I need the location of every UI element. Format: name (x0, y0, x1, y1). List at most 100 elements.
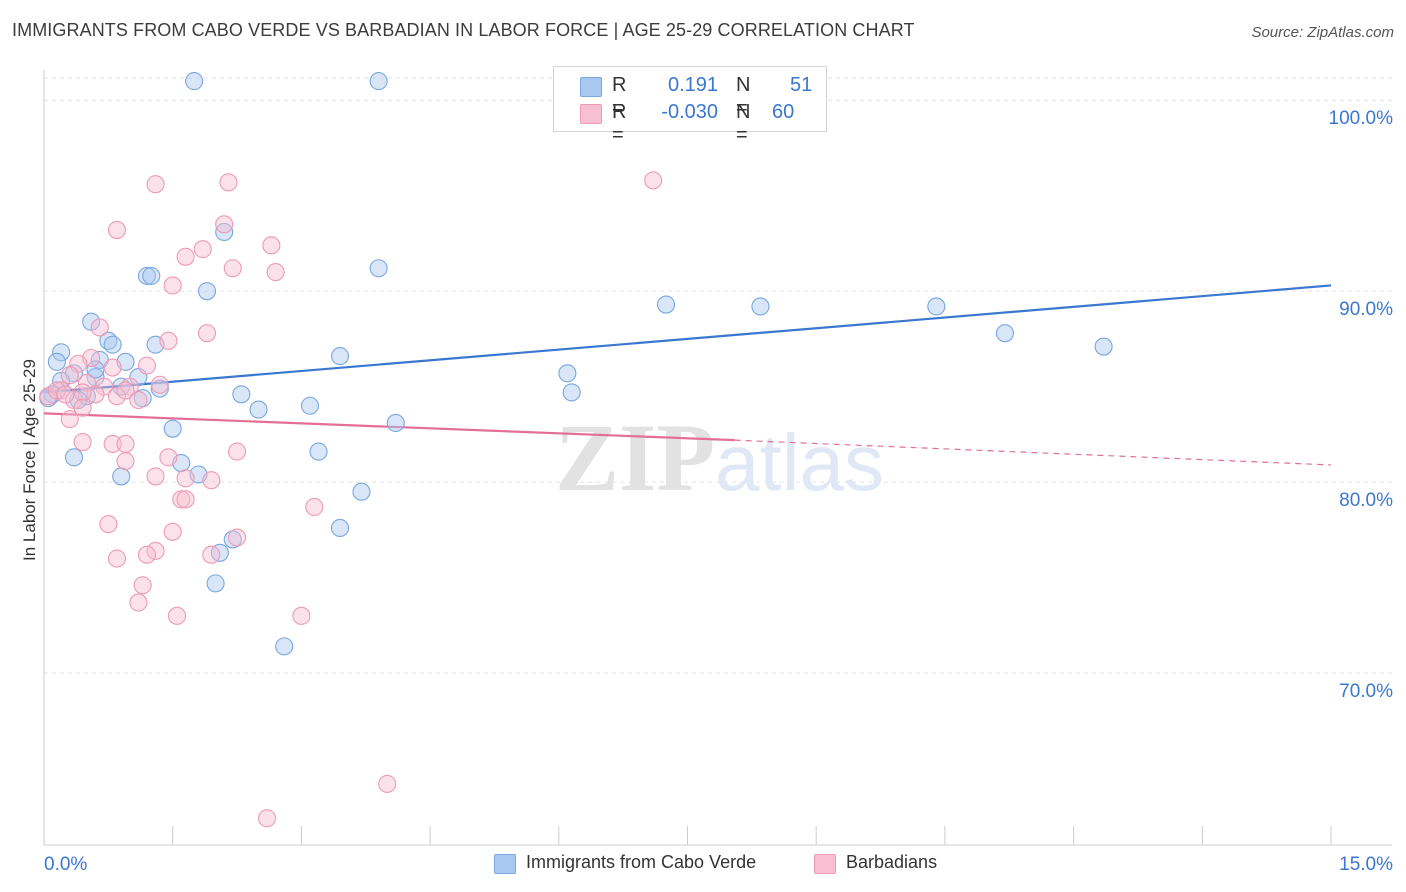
y-tick-label: 100.0% (1329, 108, 1394, 129)
point-cabo-verde (558, 364, 577, 383)
point-cabo-verde (309, 442, 328, 461)
source-label: Source: ZipAtlas.com (1251, 24, 1394, 41)
point-barbadians (202, 545, 221, 564)
point-cabo-verde (656, 295, 676, 314)
point-barbadians (219, 173, 238, 192)
point-cabo-verde (562, 383, 581, 402)
stats-legend: R = 0.191 N = 51 R = -0.030 N = 60 (553, 66, 827, 146)
point-cabo-verde (163, 419, 182, 438)
point-cabo-verde (352, 482, 371, 501)
watermark-zip: ZIP (555, 404, 715, 511)
legend-n-value-cabo-verde: 51 (790, 74, 813, 96)
point-cabo-verde (206, 574, 225, 593)
point-barbadians (73, 383, 92, 402)
legend-swatch-barbadians (580, 104, 602, 124)
point-cabo-verde (215, 222, 234, 242)
legend-r-label: R = (612, 74, 627, 119)
trend-lines (43, 284, 1332, 466)
point-cabo-verde (369, 72, 388, 91)
point-barbadians (159, 448, 178, 467)
data-points (39, 72, 1113, 828)
point-barbadians (167, 606, 187, 625)
point-barbadians (378, 774, 397, 793)
point-cabo-verde (369, 259, 388, 278)
legend-r-value-barbadians: -0.030 (661, 101, 718, 123)
point-barbadians (137, 356, 157, 375)
point-barbadians (305, 497, 324, 517)
point-cabo-verde (275, 637, 294, 656)
tick-labels: 70.0% 80.0% 90.0% 100.0% 0.0% 15.0% (44, 108, 1393, 875)
trend-line-cabo-verde (43, 284, 1332, 394)
y-tick-label: 70.0% (1339, 681, 1393, 702)
point-barbadians (150, 375, 169, 394)
point-barbadians (116, 452, 135, 471)
point-cabo-verde (232, 385, 251, 404)
point-barbadians (172, 490, 191, 509)
point-cabo-verde (112, 467, 131, 486)
legend-n-value-barbadians: 60 (772, 101, 795, 123)
point-barbadians (56, 385, 75, 404)
point-barbadians (176, 469, 195, 488)
point-barbadians (146, 541, 165, 560)
point-barbadians (107, 549, 126, 568)
point-cabo-verde (927, 297, 946, 316)
y-tick-label: 90.0% (1339, 299, 1393, 320)
point-barbadians (228, 442, 247, 461)
bottom-legend-swatch-barbadians (814, 854, 836, 874)
trend-line-barbadians (43, 412, 735, 442)
point-cabo-verde (751, 297, 770, 316)
point-cabo-verde (300, 396, 320, 415)
point-barbadians (60, 366, 79, 385)
point-cabo-verde (330, 347, 350, 366)
point-barbadians (137, 545, 157, 564)
legend-r-value-cabo-verde: 0.191 (668, 74, 719, 96)
point-barbadians (103, 358, 122, 377)
point-barbadians (197, 324, 217, 343)
point-barbadians (133, 576, 152, 595)
point-cabo-verde (249, 400, 268, 419)
point-barbadians (163, 276, 182, 295)
point-barbadians (146, 467, 165, 486)
point-barbadians (103, 434, 122, 454)
point-cabo-verde (1094, 337, 1113, 356)
point-barbadians (223, 259, 242, 278)
legend-n-label: N = (736, 74, 751, 119)
point-cabo-verde (150, 379, 169, 398)
point-barbadians (292, 606, 311, 625)
trend-line-barbadians-extension (734, 439, 1332, 466)
point-barbadians (73, 432, 92, 452)
point-barbadians (266, 263, 285, 282)
point-barbadians (99, 515, 118, 534)
point-cabo-verde (330, 518, 350, 538)
point-barbadians (202, 471, 221, 490)
point-cabo-verde (185, 72, 204, 91)
legend-r-label: R = (612, 101, 627, 146)
bottom-legend-swatch-cabo-verde (494, 854, 516, 874)
point-barbadians (129, 390, 148, 410)
point-barbadians (116, 434, 135, 454)
point-barbadians (262, 236, 281, 255)
point-cabo-verde (103, 335, 122, 354)
point-barbadians (60, 410, 79, 429)
point-barbadians (47, 381, 66, 400)
x-tick-label-max: 15.0% (1339, 854, 1393, 875)
point-barbadians (176, 247, 195, 266)
x-tick-label-min: 0.0% (44, 854, 87, 875)
axes (43, 70, 1392, 846)
point-cabo-verde (137, 266, 157, 285)
point-barbadians (116, 381, 135, 400)
legend-swatch-cabo-verde (580, 77, 602, 97)
point-barbadians (73, 398, 92, 417)
point-barbadians (215, 215, 234, 234)
point-barbadians (228, 528, 247, 547)
chart-title: IMMIGRANTS FROM CABO VERDE VS BARBADIAN … (12, 20, 915, 40)
point-barbadians (176, 490, 195, 509)
point-barbadians (107, 221, 126, 240)
point-cabo-verde (64, 448, 84, 467)
point-cabo-verde (995, 324, 1015, 343)
watermark-atlas: atlas (715, 418, 884, 507)
point-cabo-verde (52, 343, 71, 362)
bottom-legend-barbadians: Barbadians (846, 852, 938, 872)
point-barbadians (258, 809, 277, 828)
